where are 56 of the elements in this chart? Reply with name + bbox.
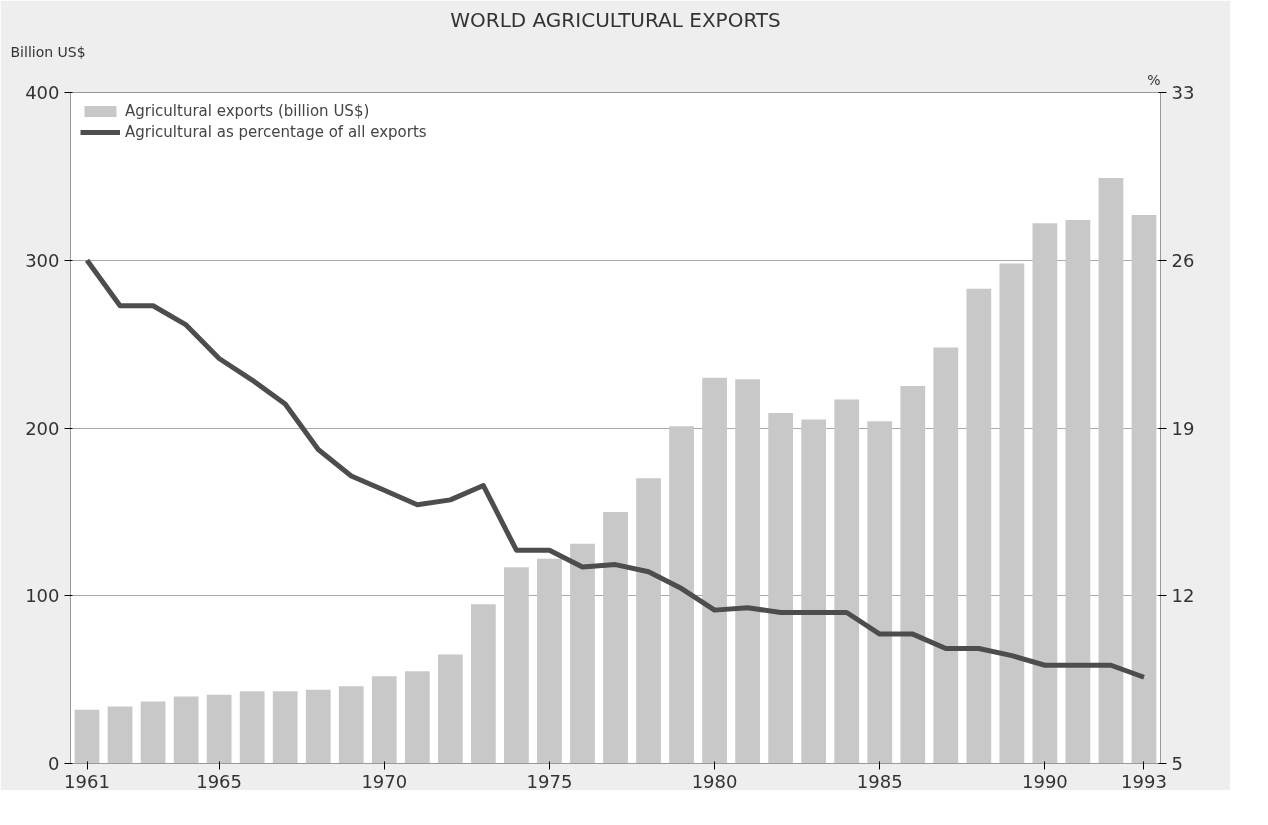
y-tick-label: 300 xyxy=(25,249,60,271)
bar xyxy=(636,478,661,764)
x-tick-label: 1965 xyxy=(196,770,243,792)
bar xyxy=(702,377,727,764)
y2-tick-label: 33 xyxy=(1171,82,1195,103)
bar xyxy=(834,399,860,764)
y-tick-label: 0 xyxy=(48,753,60,774)
y2-tick-label: 19 xyxy=(1171,417,1195,439)
x-tick-label: 1980 xyxy=(691,770,738,792)
bar xyxy=(1098,178,1124,764)
bar xyxy=(1032,223,1058,764)
bar xyxy=(206,694,232,764)
x-tick-label: 1990 xyxy=(1021,770,1068,792)
bar xyxy=(140,701,166,764)
bar xyxy=(603,511,628,764)
bar xyxy=(570,543,595,764)
bar xyxy=(900,386,926,764)
bar xyxy=(404,671,430,764)
bar xyxy=(966,288,992,764)
x-tick-label: 1975 xyxy=(526,770,573,792)
bar xyxy=(768,412,794,764)
legend-label: Agricultural exports (billion US$) xyxy=(125,102,370,120)
bar xyxy=(669,426,694,764)
bar xyxy=(933,347,959,764)
y2-tick-label: 12 xyxy=(1171,585,1195,607)
bar xyxy=(504,567,529,764)
bar xyxy=(470,604,496,764)
chart-title: WORLD AGRICULTURAL EXPORTS xyxy=(450,7,781,32)
x-tick-label: 1985 xyxy=(856,770,903,792)
bar xyxy=(867,421,893,764)
y2-tick-label: 5 xyxy=(1171,753,1183,774)
bar xyxy=(1131,214,1157,764)
bar xyxy=(173,696,199,764)
y-axis-title: Billion US$ xyxy=(10,43,86,60)
bar xyxy=(338,686,364,764)
bar xyxy=(305,689,331,764)
bar xyxy=(239,691,265,764)
x-tick-label: 1970 xyxy=(361,770,408,792)
bar xyxy=(735,379,761,764)
bar xyxy=(999,263,1025,764)
bar xyxy=(437,654,463,764)
bar xyxy=(801,419,827,764)
y2-axis-title: % xyxy=(1147,71,1161,88)
bar xyxy=(107,706,133,764)
bar xyxy=(371,676,397,764)
y-tick-label: 100 xyxy=(25,585,60,607)
bar xyxy=(1065,219,1091,764)
y-tick-label: 400 xyxy=(25,82,60,103)
bar xyxy=(74,709,100,764)
x-tick-label: 1993 xyxy=(1121,770,1167,792)
x-tick-label: 1961 xyxy=(64,770,110,792)
bar xyxy=(272,691,298,764)
y-tick-label: 200 xyxy=(25,417,60,439)
bar xyxy=(537,558,562,764)
y2-tick-label: 26 xyxy=(1171,249,1195,271)
legend-label: Agricultural as percentage of all exports xyxy=(125,123,427,141)
